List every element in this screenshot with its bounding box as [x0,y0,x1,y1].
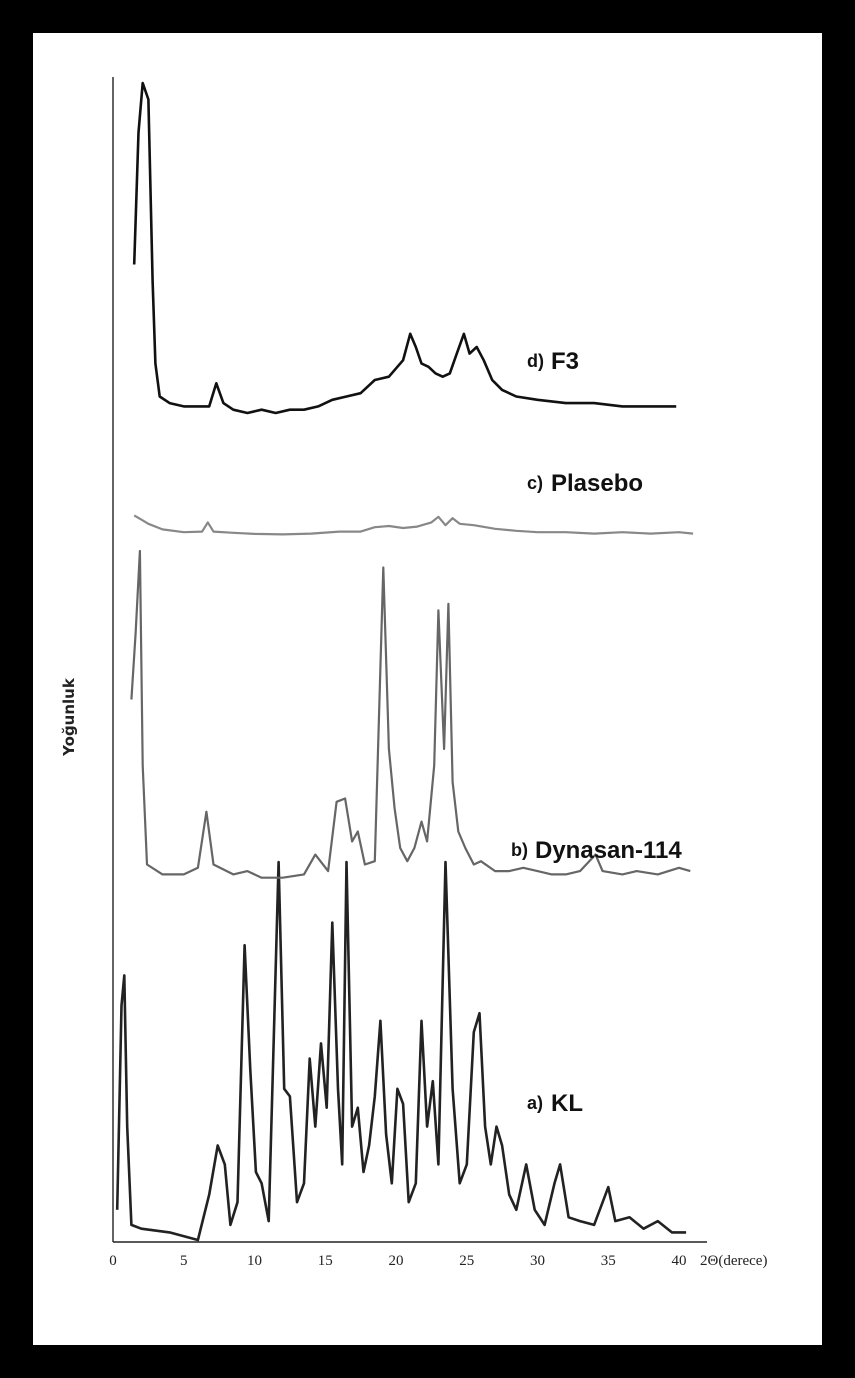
series-trace-1 [115,860,687,1242]
x-tick-label: 35 [601,1253,616,1269]
chart-panel: 0 5 10 15 20 25 30 35 40 a) KL b) Dynasan-114 c) Plas… [47,47,808,1331]
series-label-name: KL [551,1090,583,1117]
x-tick-label: 5 [180,1253,188,1269]
series-trace-2 [130,549,691,879]
x-tick-label: 0 [109,1253,117,1269]
series-label-name: Dynasan-114 [535,837,682,864]
x-tick-label: 25 [459,1253,474,1269]
series-labels: a) KL b) Dynasan-114 c) Plasebo d) F3 [511,348,682,1117]
x-tick-label: 30 [530,1253,545,1269]
series-trace-3 [133,514,694,536]
series-label-prefix: b) [511,840,528,860]
axes: 0 5 10 15 20 25 30 35 40 [109,77,707,1269]
y-axis-label: Yoğunluk [60,677,78,757]
x-tick-label: 15 [318,1253,333,1269]
traces [115,81,694,1242]
x-axis-label: 2Θ(derece) [700,1253,767,1269]
x-tick-label: 10 [247,1253,262,1269]
series-label-name: F3 [551,348,579,375]
series-trace-4 [132,81,677,415]
xrd-stacked-chart: 0 5 10 15 20 25 30 35 40 a) KL b) Dynasan-114 c) Plas… [60,77,767,1269]
series-label-prefix: d) [527,351,544,371]
series-label-prefix: a) [527,1093,543,1113]
series-label-name: Plasebo [551,470,643,497]
x-tick-label: 40 [672,1253,687,1269]
series-label-prefix: c) [527,473,543,493]
x-tick-label: 20 [389,1253,404,1269]
